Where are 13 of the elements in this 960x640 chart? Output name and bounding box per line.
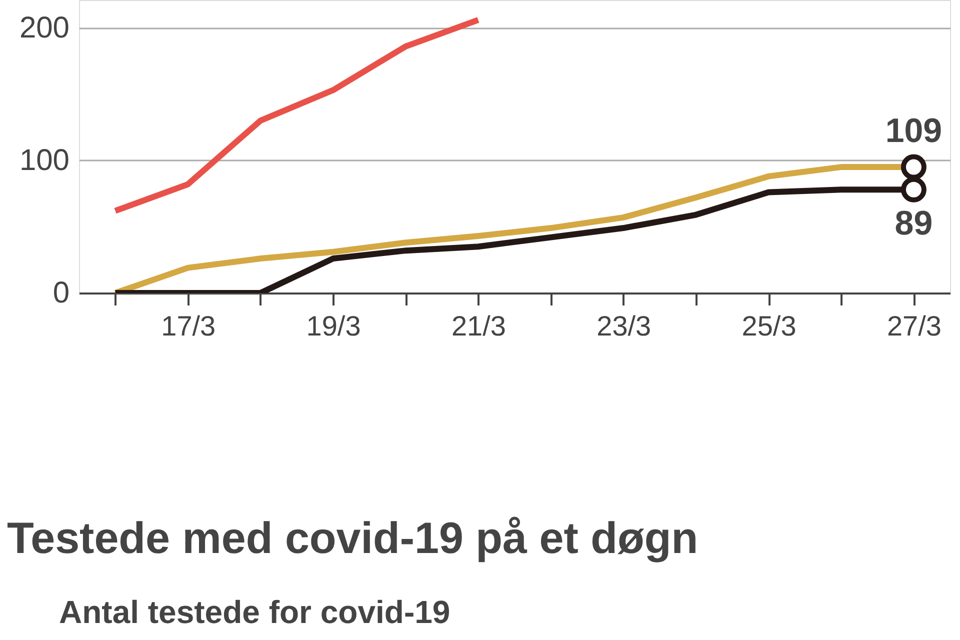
annotation: 109 <box>885 112 942 150</box>
y-tick-label: 100 <box>19 144 70 177</box>
x-tick-label: 21/3 <box>451 310 506 342</box>
x-tick-label: 27/3 <box>886 310 942 342</box>
x-tick-label: 25/3 <box>742 310 796 342</box>
x-tick-label: 17/3 <box>161 310 216 342</box>
text: Testede med covid-19 på et døgn <box>7 514 698 563</box>
text: Antal testede for covid-19 <box>59 594 450 630</box>
x-tick-label: 19/3 <box>306 310 361 342</box>
annotation: 89 <box>894 204 933 243</box>
y-tick-label: 200 <box>19 11 70 44</box>
x-tick-label: 23/3 <box>596 310 652 342</box>
y-tick-label: 0 <box>52 276 70 310</box>
